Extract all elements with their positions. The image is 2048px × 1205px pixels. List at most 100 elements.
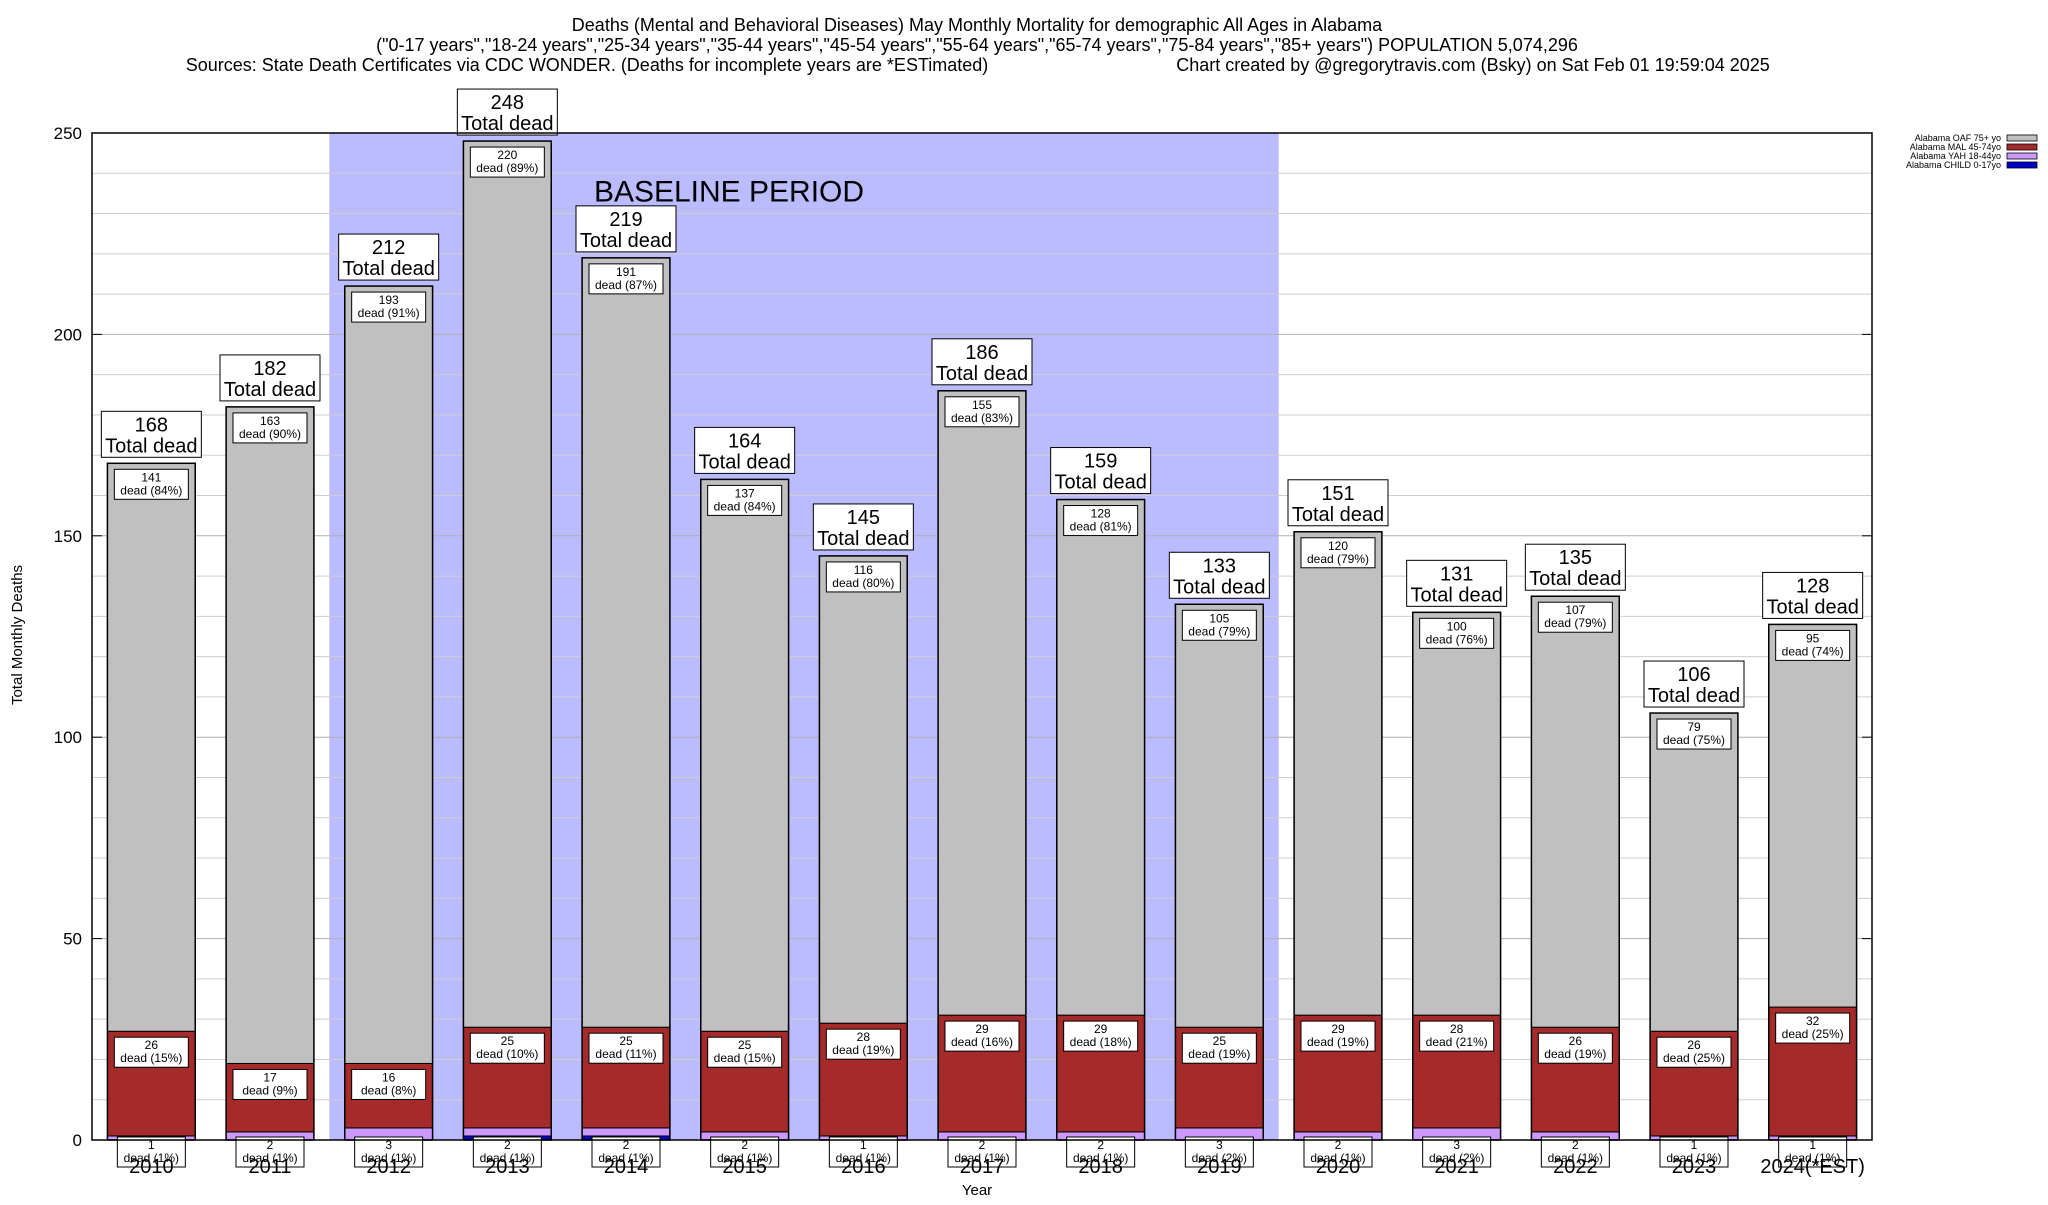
mal-label-2013-line-1: 25 bbox=[501, 1034, 515, 1048]
oaf-label-2010-box bbox=[113, 468, 189, 500]
yah-label-2021-line-2: dead (2%) bbox=[1429, 1151, 1484, 1165]
bar-2013-yah bbox=[462, 1127, 552, 1137]
oaf-label-2024(*EST)-box bbox=[1775, 629, 1851, 661]
x-tick-label-2015: 2015 bbox=[722, 1156, 767, 1178]
total-label-2015-line-2: Total dead bbox=[699, 451, 791, 473]
oaf-label-2022-line-1: 107 bbox=[1565, 603, 1585, 617]
total-label-2016-line-1: 145 bbox=[847, 507, 880, 529]
y-axis-label: Total Monthly Deaths bbox=[9, 565, 26, 705]
mal-label-2011-line-2: dead (9%) bbox=[242, 1083, 297, 1097]
x-tick-label-2018: 2018 bbox=[1078, 1156, 1123, 1178]
bar-2024(*EST)-oaf bbox=[1768, 623, 1858, 1008]
mal-label-2018-box bbox=[1063, 1020, 1139, 1052]
legend-label-2: Alabama YAH 18-44yo bbox=[1910, 151, 2001, 161]
oaf-label-2020-line-2: dead (79%) bbox=[1307, 552, 1369, 566]
yah-label-2017-line-1: 2 bbox=[979, 1138, 986, 1152]
oaf-label-2015-line-2: dead (84%) bbox=[714, 499, 776, 513]
mal-label-2014-line-1: 25 bbox=[619, 1034, 633, 1048]
total-label-2015-box bbox=[694, 426, 796, 474]
yah-label-2013-line-2: dead (1%) bbox=[480, 1151, 535, 1165]
mal-label-2023-line-1: 26 bbox=[1687, 1038, 1701, 1052]
x-tick-label-2022: 2022 bbox=[1553, 1156, 1598, 1178]
yah-label-2015-line-1: 2 bbox=[741, 1138, 748, 1152]
yah-label-2018-box bbox=[1066, 1136, 1136, 1168]
total-label-2021-line-2: Total dead bbox=[1411, 584, 1503, 606]
yah-label-2014-box bbox=[591, 1136, 661, 1168]
mal-label-2021-line-2: dead (21%) bbox=[1426, 1035, 1488, 1049]
mal-label-2010-line-2: dead (15%) bbox=[120, 1051, 182, 1065]
oaf-label-2021-line-2: dead (76%) bbox=[1426, 632, 1488, 646]
x-tick-label-2017: 2017 bbox=[960, 1156, 1005, 1178]
mal-label-2010-line-1: 26 bbox=[145, 1038, 159, 1052]
legend-swatch-3 bbox=[2006, 161, 2038, 169]
title-group: Deaths (Mental and Behavioral Diseases) … bbox=[186, 15, 1770, 75]
yah-label-2011-line-1: 2 bbox=[267, 1138, 274, 1152]
total-label-2010-line-2: Total dead bbox=[105, 435, 197, 457]
bar-2019-oaf bbox=[1174, 603, 1264, 1028]
oaf-label-2023-box bbox=[1656, 718, 1732, 750]
oaf-label-2011-box bbox=[232, 412, 308, 444]
mal-label-2012-line-2: dead (8%) bbox=[361, 1083, 416, 1097]
oaf-label-2014-line-2: dead (87%) bbox=[595, 278, 657, 292]
yah-label-2020-line-1: 2 bbox=[1335, 1138, 1342, 1152]
x-tick-label-2011: 2011 bbox=[248, 1156, 291, 1178]
total-label-2021-box bbox=[1406, 559, 1508, 607]
total-label-2014-line-2: Total dead bbox=[580, 230, 672, 252]
yah-label-2013-box bbox=[472, 1136, 542, 1168]
bar-2014-yah bbox=[581, 1127, 671, 1137]
yah-label-2015-line-2: dead (1%) bbox=[717, 1151, 772, 1165]
axes-group: Total Monthly Deaths Year 0 50 100 150 200 25… bbox=[9, 124, 1873, 1199]
bar-2012-oaf bbox=[344, 285, 434, 1064]
mal-label-2010-box bbox=[113, 1036, 189, 1068]
y-tick-label-250: 250 bbox=[54, 124, 82, 143]
total-label-2017-box bbox=[931, 338, 1033, 386]
baseline-label: BASELINE PERIOD bbox=[594, 175, 864, 208]
mal-label-2018-line-1: 29 bbox=[1094, 1022, 1108, 1036]
yah-label-2019-line-1: 3 bbox=[1216, 1138, 1223, 1152]
oaf-label-2018-line-2: dead (81%) bbox=[1070, 520, 1132, 534]
yah-label-2011-box bbox=[235, 1136, 305, 1168]
yah-label-2019-box bbox=[1184, 1136, 1254, 1168]
total-label-2011-box bbox=[219, 354, 321, 402]
oaf-label-2022-line-2: dead (79%) bbox=[1544, 616, 1606, 630]
total-label-2014-box bbox=[575, 205, 677, 253]
oaf-label-2019-line-1: 105 bbox=[1209, 611, 1229, 625]
mal-label-2016-line-2: dead (19%) bbox=[832, 1043, 894, 1057]
mal-label-2019-line-2: dead (19%) bbox=[1188, 1047, 1250, 1061]
yah-label-2013-line-1: 2 bbox=[504, 1138, 511, 1152]
oaf-label-2020-box bbox=[1300, 537, 1376, 569]
oaf-label-2024(*EST)-line-2: dead (74%) bbox=[1782, 644, 1844, 658]
legend-swatch-1 bbox=[2006, 143, 2038, 151]
mal-label-2015-line-2: dead (15%) bbox=[714, 1051, 776, 1065]
legend-label-3: Alabama CHILD 0-17yo bbox=[1906, 160, 2001, 170]
oaf-label-2015-line-1: 137 bbox=[735, 486, 755, 500]
x-tick-label-2013: 2013 bbox=[485, 1156, 530, 1178]
mal-label-2015-box bbox=[707, 1036, 783, 1068]
yah-label-2023-box bbox=[1659, 1136, 1729, 1168]
oaf-label-2019-box bbox=[1181, 609, 1257, 641]
total-label-2012-line-1: 212 bbox=[372, 237, 405, 259]
total-label-2020-box bbox=[1287, 479, 1389, 527]
yah-label-2023-line-2: dead (1%) bbox=[1666, 1151, 1721, 1165]
